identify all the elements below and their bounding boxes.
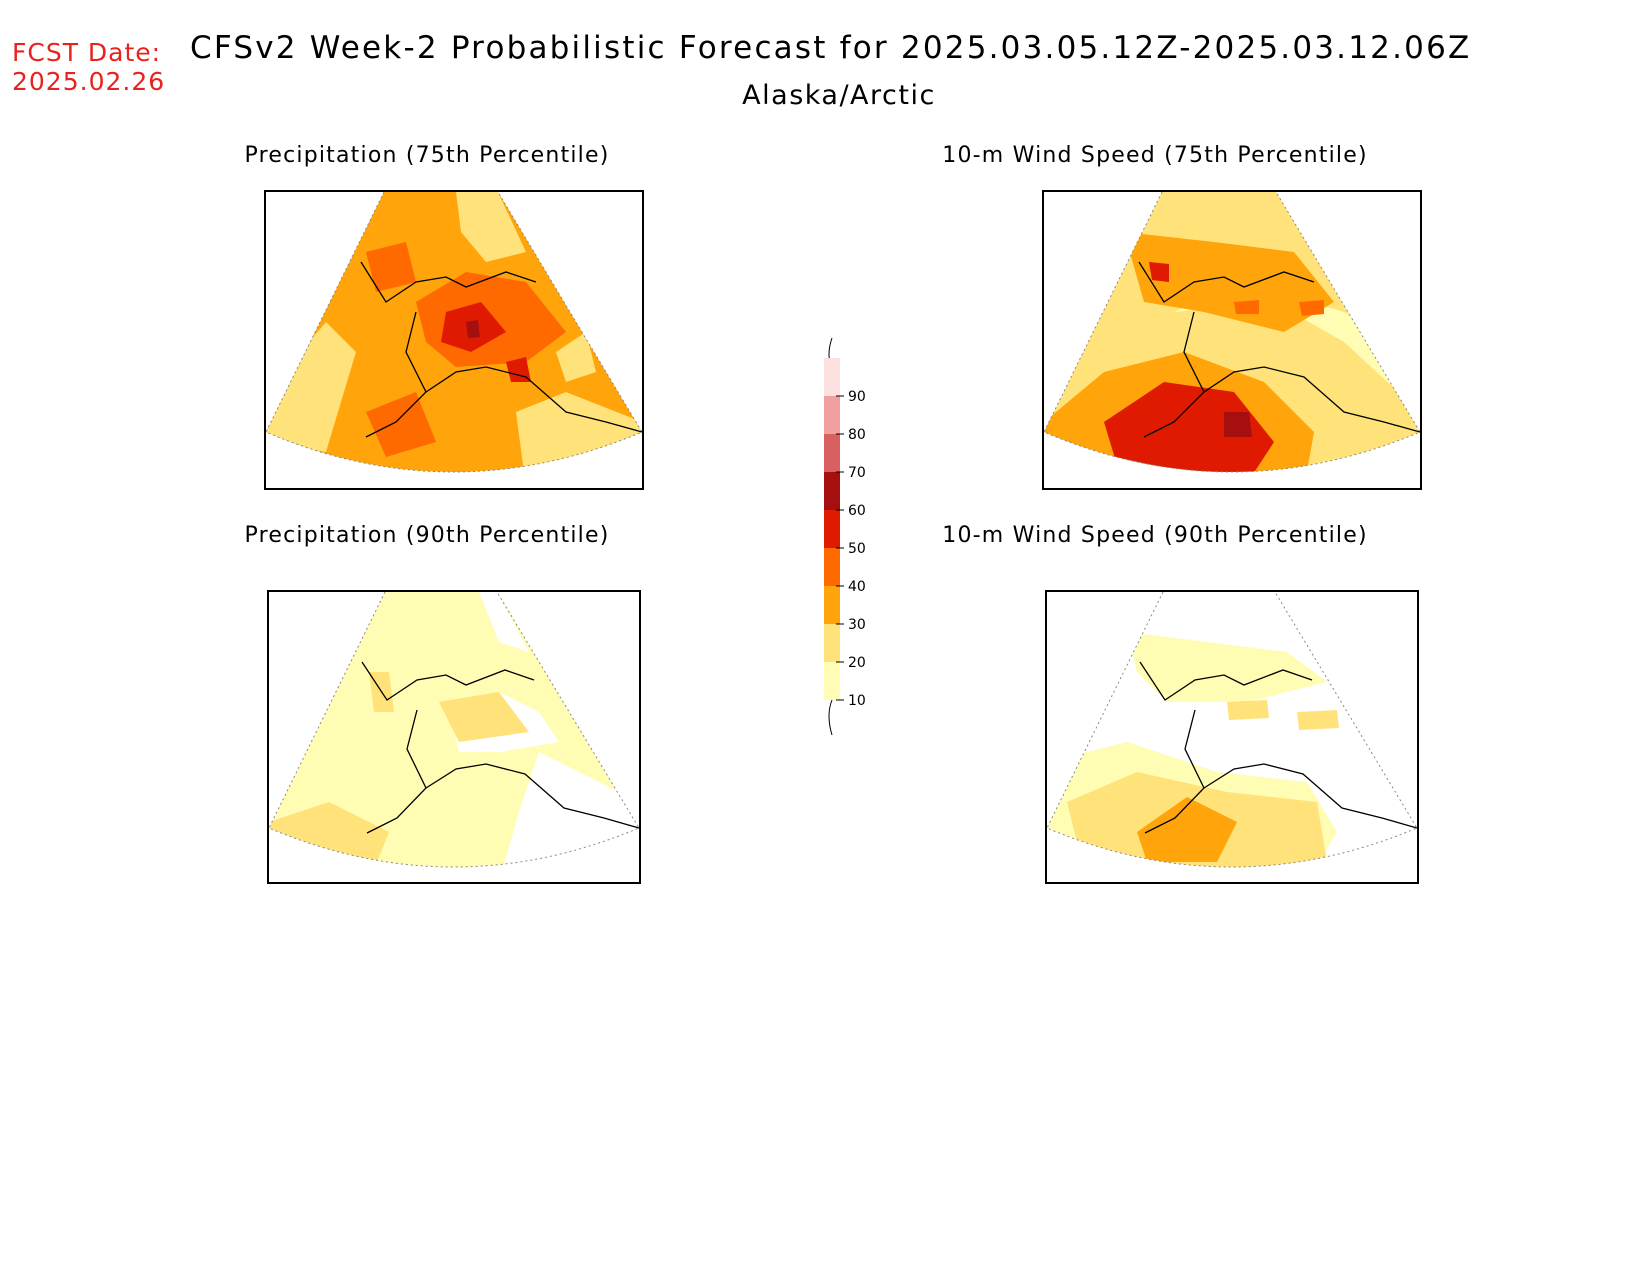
legend-swatch	[824, 434, 840, 472]
legend-swatch	[824, 548, 840, 586]
forecast-date-label: FCST Date:	[12, 38, 162, 67]
color-legend: 10 20 30 40 50 60 70 80 90	[820, 330, 900, 740]
legend-swatch	[824, 662, 840, 700]
map-precip-90	[267, 590, 641, 884]
legend-swatch	[824, 358, 840, 396]
legend-swatch	[824, 472, 840, 510]
legend-label: 30	[848, 617, 866, 633]
legend-swatch	[824, 510, 840, 548]
legend-label: 90	[848, 389, 866, 405]
page-title: CFSv2 Week-2 Probabilistic Forecast for …	[190, 30, 1472, 66]
legend-label: 80	[848, 427, 866, 443]
panel-title-precip-90: Precipitation (90th Percentile)	[244, 523, 610, 548]
map-precip-75	[264, 190, 644, 490]
legend-label: 20	[848, 655, 866, 671]
legend-swatch	[824, 396, 840, 434]
legend-label: 70	[848, 465, 866, 481]
legend-swatch	[824, 624, 840, 662]
page-subtitle: Alaska/Arctic	[742, 80, 936, 111]
legend-swatch	[824, 586, 840, 624]
panel-title-wind-75: 10-m Wind Speed (75th Percentile)	[942, 143, 1368, 168]
legend-label: 50	[848, 541, 866, 557]
legend-label: 40	[848, 579, 866, 595]
legend-label: 10	[848, 693, 866, 709]
legend-bar: 10 20 30 40 50 60 70 80 90	[824, 337, 866, 736]
forecast-date-block: FCST Date: 2025.02.26	[12, 38, 165, 96]
map-wind-75	[1042, 190, 1422, 490]
panel-title-wind-90: 10-m Wind Speed (90th Percentile)	[942, 523, 1368, 548]
panel-title-precip-75: Precipitation (75th Percentile)	[244, 143, 610, 168]
legend-label: 60	[848, 503, 866, 519]
map-wind-90	[1045, 590, 1419, 884]
forecast-date-value: 2025.02.26	[12, 67, 166, 96]
